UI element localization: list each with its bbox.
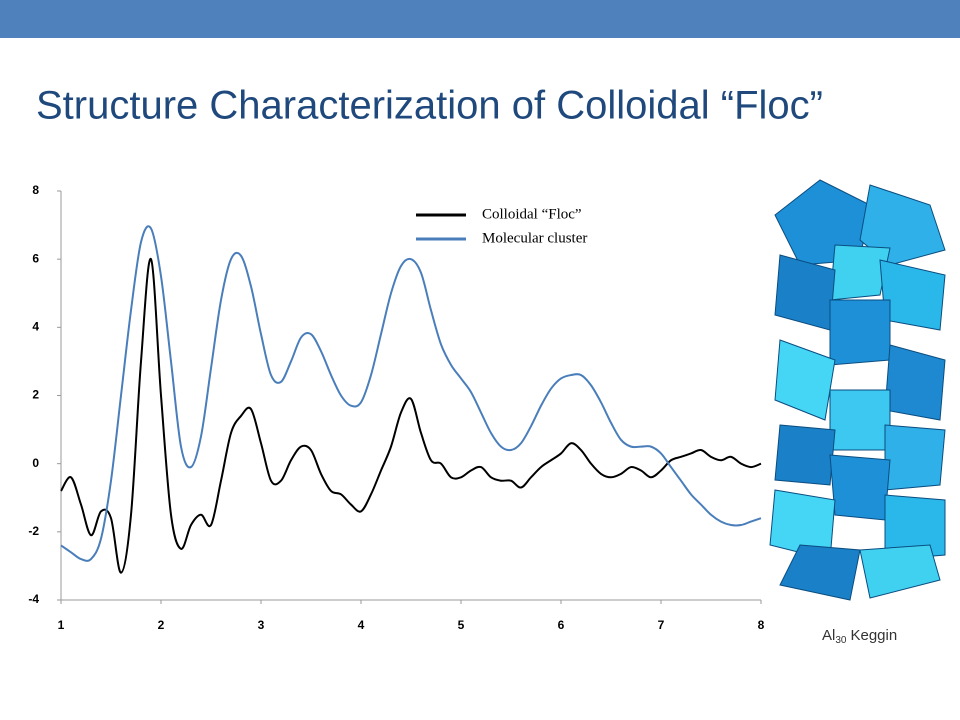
y-tick-label: 4 [32,320,39,334]
x-tick-label: 4 [358,618,365,632]
y-tick-label: 2 [32,388,39,402]
series-line [60,225,762,562]
slide-title: Structure Characterization of Colloidal … [36,84,823,128]
x-tick-label: 7 [658,618,665,632]
x-tick-label: 3 [258,618,265,632]
top-banner [0,0,960,38]
caption-subscript: 30 [835,635,847,646]
chart: -4 -2 0 2 4 6 8 1 2 3 4 5 6 7 8 Colloidal “Floc” Molecul… [28,183,764,632]
x-tick-label: 8 [758,618,765,632]
x-tick-label: 1 [58,618,65,632]
legend-label: Colloidal “Floc” [482,206,582,222]
x-tick-label: 2 [158,618,165,632]
y-tick-label: -4 [28,592,39,606]
series-line [60,258,762,574]
legend-label: Molecular cluster [482,230,587,246]
y-tick-label: 0 [32,456,39,470]
y-tick-label: 6 [32,251,39,265]
caption-rest: Keggin [850,627,897,644]
x-tick-label: 5 [458,618,465,632]
y-tick-label: -2 [28,524,39,538]
y-tick-label: 8 [32,183,39,197]
keggin-image [769,179,946,601]
caption-base: Al [822,627,835,644]
x-tick-label: 6 [558,618,565,632]
image-caption: Al30 Keggin [822,627,897,646]
